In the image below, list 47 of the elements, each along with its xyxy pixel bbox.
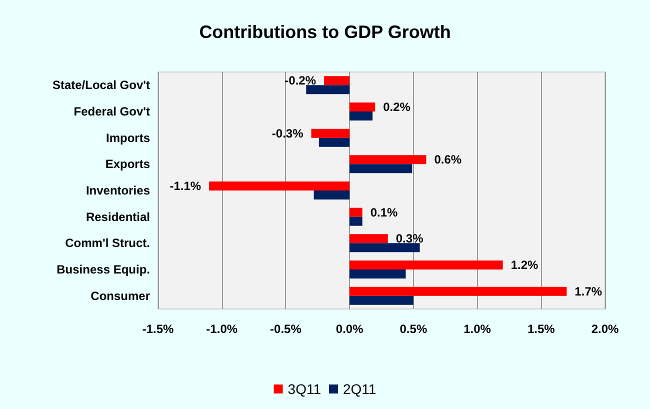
data-label: 1.2%	[510, 258, 539, 272]
data-label: 0.1%	[370, 205, 398, 220]
y-tick-label: Consumer	[90, 288, 150, 303]
y-tick-label: Exports	[105, 157, 150, 172]
x-tick-label: 1.5%	[527, 322, 556, 336]
bar	[350, 243, 420, 252]
data-label: -0.2%	[284, 74, 316, 88]
x-tick-label: -1.0%	[206, 322, 238, 336]
y-tick-label: Imports	[106, 130, 150, 145]
bar	[318, 138, 350, 147]
legend-label: 2Q11	[343, 381, 376, 397]
bar	[350, 208, 362, 217]
data-label: 0.6%	[434, 152, 462, 167]
bar	[350, 286, 567, 296]
x-tick-label: -1.5%	[142, 322, 174, 336]
y-tick-label: Federal Gov't	[74, 104, 150, 118]
y-tick-label: Residential	[86, 210, 150, 224]
bar	[350, 102, 376, 112]
y-tick-label: Comm'l Struct.	[65, 236, 150, 250]
bar	[350, 164, 412, 174]
bar	[350, 296, 414, 305]
bar	[209, 182, 350, 190]
bar	[350, 260, 503, 270]
bar	[350, 234, 388, 244]
legend-label: 3Q11	[288, 381, 322, 397]
bar	[311, 128, 350, 138]
x-tick-label: 0.0%	[336, 322, 364, 336]
chart-title: Contributions to GDP Growth	[199, 22, 451, 42]
data-label: 0.2%	[383, 100, 411, 114]
bar	[324, 76, 350, 86]
bar	[350, 270, 406, 278]
data-label: -0.3%	[272, 126, 304, 140]
bar	[350, 216, 362, 226]
y-tick-label: State/Local Gov't	[52, 78, 150, 92]
x-tick-label: -0.5%	[270, 322, 302, 336]
data-label: 1.7%	[574, 284, 602, 298]
x-tick-label: 0.5%	[400, 322, 428, 336]
bar	[314, 190, 350, 200]
y-tick-label: Inventories	[86, 184, 150, 198]
data-label: -1.1%	[170, 179, 202, 193]
bar	[350, 112, 373, 120]
data-label: 0.3%	[396, 232, 424, 246]
bar	[350, 155, 426, 164]
bar	[306, 85, 350, 94]
x-tick-label: 2.0%	[591, 322, 619, 336]
x-tick-label: 1.0%	[464, 322, 492, 336]
y-tick-label: Business Equip.	[56, 262, 150, 276]
